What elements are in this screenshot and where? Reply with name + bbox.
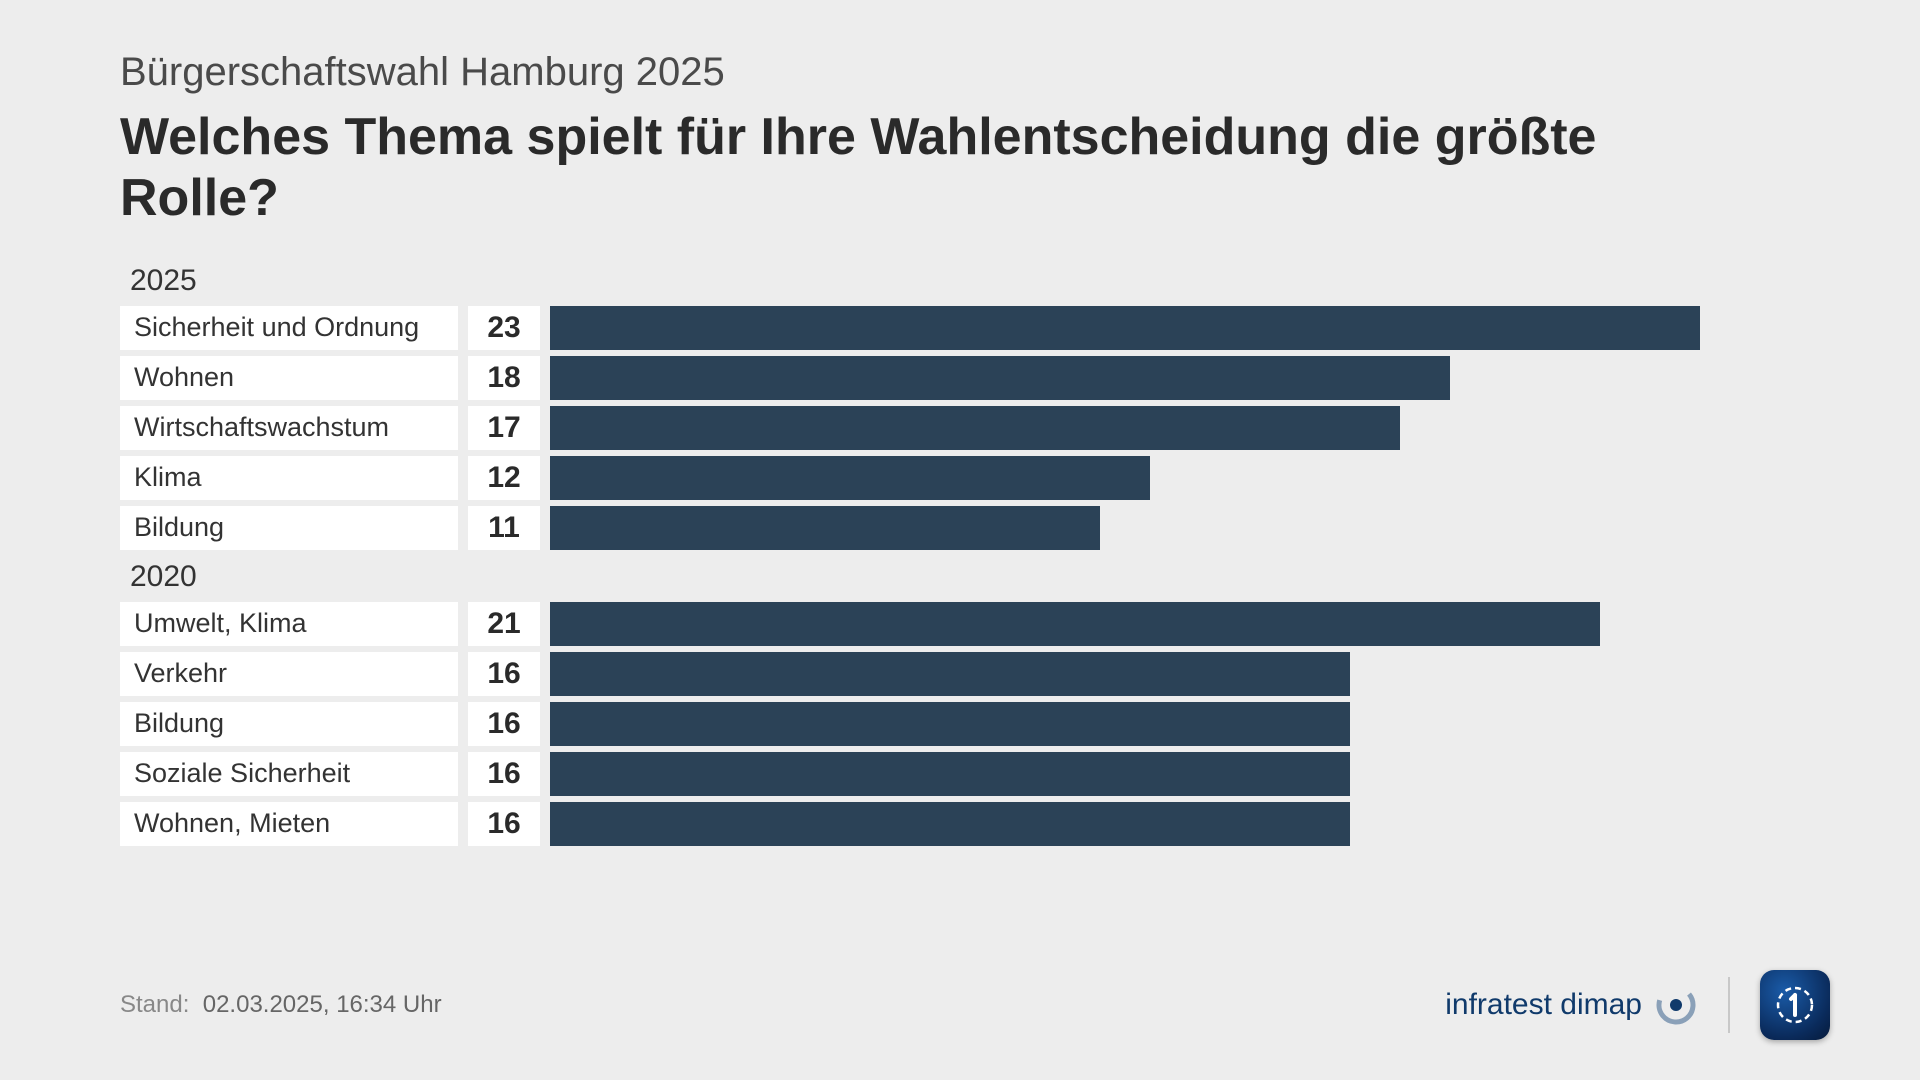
chart-row: Bildung11	[120, 506, 1830, 550]
bar	[550, 456, 1150, 500]
row-label: Sicherheit und Ordnung	[120, 306, 458, 350]
chart-subtitle: Bürgerschaftswahl Hamburg 2025	[120, 50, 1830, 95]
row-label: Umwelt, Klima	[120, 602, 458, 646]
bar	[550, 506, 1100, 550]
bar-track	[550, 456, 1830, 500]
chart-row: Umwelt, Klima21	[120, 602, 1830, 646]
chart-row: Sicherheit und Ordnung23	[120, 306, 1830, 350]
stand-label: Stand:	[120, 991, 189, 1018]
row-value: 11	[468, 506, 540, 550]
row-label: Wohnen	[120, 356, 458, 400]
chart-row: Bildung16	[120, 702, 1830, 746]
row-label: Verkehr	[120, 652, 458, 696]
bar-track	[550, 356, 1830, 400]
bar-track	[550, 306, 1830, 350]
bar	[550, 602, 1600, 646]
bar-track	[550, 602, 1830, 646]
infratest-logo: infratest dimap	[1445, 983, 1698, 1027]
bar	[550, 406, 1400, 450]
bar-track	[550, 652, 1830, 696]
row-label: Soziale Sicherheit	[120, 752, 458, 796]
chart-row: Wohnen18	[120, 356, 1830, 400]
bar-track	[550, 802, 1830, 846]
chart-row: Klima12	[120, 456, 1830, 500]
year-label: 2020	[120, 560, 1830, 594]
row-value: 18	[468, 356, 540, 400]
chart-row: Wirtschaftswachstum17	[120, 406, 1830, 450]
source-label: infratest dimap	[1445, 988, 1642, 1022]
bar-track	[550, 702, 1830, 746]
row-label: Klima	[120, 456, 458, 500]
row-value: 16	[468, 802, 540, 846]
row-label: Bildung	[120, 702, 458, 746]
row-label: Wohnen, Mieten	[120, 802, 458, 846]
row-value: 12	[468, 456, 540, 500]
footer: Stand: 02.03.2025, 16:34 Uhr infratest d…	[120, 970, 1830, 1040]
infratest-icon	[1654, 983, 1698, 1027]
row-value: 16	[468, 752, 540, 796]
bar	[550, 802, 1350, 846]
ard-logo	[1760, 970, 1830, 1040]
chart-container: Bürgerschaftswahl Hamburg 2025 Welches T…	[0, 0, 1920, 1080]
bar	[550, 702, 1350, 746]
row-label: Bildung	[120, 506, 458, 550]
timestamp: Stand: 02.03.2025, 16:34 Uhr	[120, 991, 442, 1019]
bar	[550, 652, 1350, 696]
bar	[550, 306, 1700, 350]
logo-divider	[1728, 977, 1730, 1033]
row-value: 21	[468, 602, 540, 646]
row-label: Wirtschaftswachstum	[120, 406, 458, 450]
year-label: 2025	[120, 264, 1830, 298]
bar-track	[550, 752, 1830, 796]
chart-row: Wohnen, Mieten16	[120, 802, 1830, 846]
bar	[550, 356, 1450, 400]
chart-title: Welches Thema spielt für Ihre Wahlentsch…	[120, 107, 1720, 230]
row-value: 16	[468, 652, 540, 696]
ard-eins-icon	[1775, 985, 1815, 1025]
logos: infratest dimap	[1445, 970, 1830, 1040]
row-value: 23	[468, 306, 540, 350]
row-value: 17	[468, 406, 540, 450]
bar-track	[550, 506, 1830, 550]
bar-track	[550, 406, 1830, 450]
timestamp-value: 02.03.2025, 16:34 Uhr	[203, 991, 442, 1018]
bar	[550, 752, 1350, 796]
chart-row: Verkehr16	[120, 652, 1830, 696]
chart-row: Soziale Sicherheit16	[120, 752, 1830, 796]
chart-area: 2025Sicherheit und Ordnung23Wohnen18Wirt…	[120, 260, 1830, 940]
row-value: 16	[468, 702, 540, 746]
